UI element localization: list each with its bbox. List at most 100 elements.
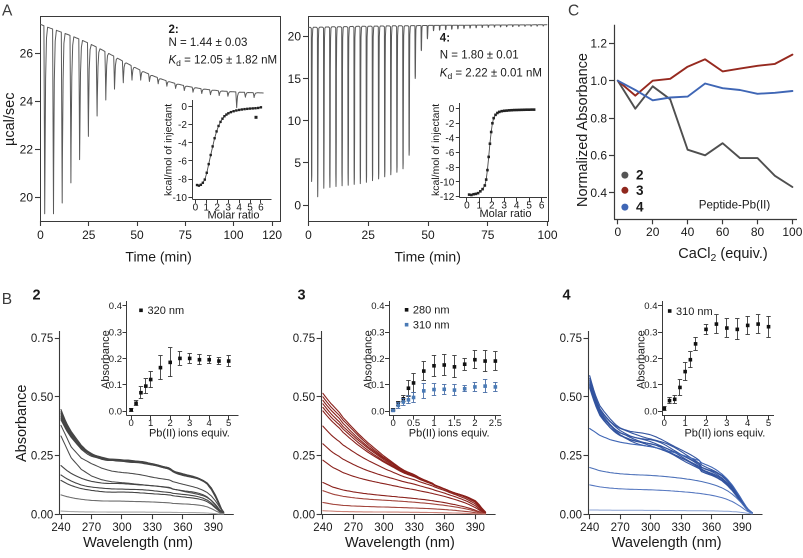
svg-text:1: 1 [204, 202, 210, 213]
svg-text:270: 270 [611, 522, 630, 534]
svg-text:240: 240 [313, 522, 332, 534]
svg-text:4: 4 [745, 418, 750, 429]
svg-text:C: C [568, 3, 579, 20]
svg-text:2:: 2: [169, 24, 179, 36]
svg-text:0: 0 [305, 228, 312, 242]
svg-text:2: 2 [168, 418, 173, 429]
svg-text:360: 360 [702, 522, 721, 534]
svg-text:0.8: 0.8 [590, 111, 607, 125]
svg-text:310 nm: 310 nm [676, 306, 713, 318]
svg-text:3: 3 [187, 418, 192, 429]
svg-text:N = 1.80 ± 0.01: N = 1.80 ± 0.01 [440, 49, 519, 61]
svg-text:Kd = 12.05 ± 1.82 nM: Kd = 12.05 ± 1.82 nM [169, 55, 278, 69]
svg-text:0.6: 0.6 [590, 149, 607, 163]
svg-text:24: 24 [20, 94, 34, 108]
svg-text:2: 2 [472, 418, 477, 429]
svg-text:-10: -10 [172, 193, 187, 204]
svg-text:0.5: 0.5 [407, 418, 420, 429]
svg-text:1.0: 1.0 [590, 74, 607, 88]
svg-text:Absorbance: Absorbance [636, 330, 648, 389]
svg-text:3: 3 [636, 183, 644, 198]
svg-text:390: 390 [466, 522, 485, 534]
svg-text:-8: -8 [445, 163, 454, 174]
svg-text:3: 3 [501, 201, 507, 212]
svg-text:0.25: 0.25 [293, 451, 315, 463]
svg-text:0: 0 [294, 198, 301, 212]
svg-text:0.00: 0.00 [560, 509, 582, 521]
svg-text:300: 300 [641, 522, 660, 534]
svg-text:1: 1 [148, 418, 153, 429]
svg-text:5: 5 [247, 202, 253, 213]
svg-text:20: 20 [646, 225, 660, 239]
svg-text:0.1: 0.1 [644, 380, 657, 391]
svg-text:4: 4 [514, 201, 520, 212]
svg-text:240: 240 [580, 522, 599, 534]
svg-text:360: 360 [435, 522, 454, 534]
svg-text:1: 1 [682, 418, 687, 429]
svg-text:0.1: 0.1 [109, 380, 122, 391]
svg-text:0.4: 0.4 [371, 301, 384, 312]
svg-text:-4: -4 [445, 134, 454, 145]
svg-text:5: 5 [226, 418, 231, 429]
svg-text:-8: -8 [178, 175, 187, 186]
svg-text:240: 240 [51, 522, 70, 534]
svg-text:-12: -12 [440, 192, 455, 203]
svg-text:6: 6 [539, 201, 545, 212]
svg-text:3: 3 [297, 288, 305, 304]
svg-text:0.0: 0.0 [371, 407, 384, 418]
svg-text:0.50: 0.50 [293, 392, 315, 404]
svg-text:60: 60 [716, 225, 730, 239]
svg-text:330: 330 [672, 522, 691, 534]
svg-text:0.4: 0.4 [644, 301, 657, 312]
svg-text:-2: -2 [178, 120, 187, 131]
svg-text:0: 0 [37, 228, 44, 242]
svg-text:0: 0 [614, 225, 621, 239]
svg-text:20: 20 [288, 30, 302, 44]
svg-text:0.25: 0.25 [31, 451, 53, 463]
svg-text:0.75: 0.75 [560, 333, 582, 345]
svg-text:100: 100 [782, 225, 802, 239]
svg-text:Absorbance: Absorbance [363, 330, 375, 389]
svg-text:75: 75 [481, 228, 495, 242]
svg-text:0.50: 0.50 [31, 392, 53, 404]
svg-text:CaCl2 (equiv.): CaCl2 (equiv.) [678, 246, 767, 264]
svg-text:0.50: 0.50 [560, 392, 582, 404]
svg-text:1.2: 1.2 [590, 37, 607, 51]
svg-text:25: 25 [362, 228, 376, 242]
svg-text:2: 2 [214, 202, 220, 213]
svg-text:4: 4 [236, 202, 242, 213]
svg-text:3: 3 [225, 202, 231, 213]
svg-text:0.00: 0.00 [31, 509, 53, 521]
svg-text:Absorbance: Absorbance [100, 330, 112, 389]
svg-text:1: 1 [477, 201, 483, 212]
svg-text:300: 300 [112, 522, 131, 534]
svg-text:0.3: 0.3 [109, 327, 122, 338]
svg-text:4: 4 [562, 288, 570, 304]
svg-text:-6: -6 [445, 148, 454, 159]
svg-text:320 nm: 320 nm [148, 305, 185, 317]
svg-text:1.5: 1.5 [448, 418, 461, 429]
svg-text:15: 15 [288, 72, 302, 86]
svg-text:Kd = 2.22 ± 0.01 nM: Kd = 2.22 ± 0.01 nM [440, 68, 542, 82]
svg-text:40: 40 [681, 225, 695, 239]
svg-text:0: 0 [662, 418, 667, 429]
svg-text:50: 50 [421, 228, 435, 242]
svg-text:N = 1.44 ± 0.03: N = 1.44 ± 0.03 [169, 37, 248, 49]
svg-text:0.3: 0.3 [644, 327, 657, 338]
svg-text:0.4: 0.4 [590, 186, 607, 200]
svg-text:20: 20 [20, 190, 34, 204]
svg-text:Peptide-Pb(II): Peptide-Pb(II) [699, 199, 771, 212]
svg-text:310 nm: 310 nm [413, 320, 450, 332]
svg-text:0.2: 0.2 [644, 354, 657, 365]
svg-text:100: 100 [537, 228, 557, 242]
svg-text:-6: -6 [178, 157, 187, 168]
svg-text:270: 270 [344, 522, 363, 534]
svg-text:2.5: 2.5 [489, 418, 502, 429]
svg-text:5: 5 [294, 156, 301, 170]
svg-text:1: 1 [431, 418, 436, 429]
svg-text:0.4: 0.4 [109, 301, 122, 312]
svg-text:-4: -4 [178, 138, 187, 149]
svg-text:0.3: 0.3 [371, 327, 384, 338]
svg-text:0.2: 0.2 [109, 354, 122, 365]
svg-text:4: 4 [207, 418, 212, 429]
